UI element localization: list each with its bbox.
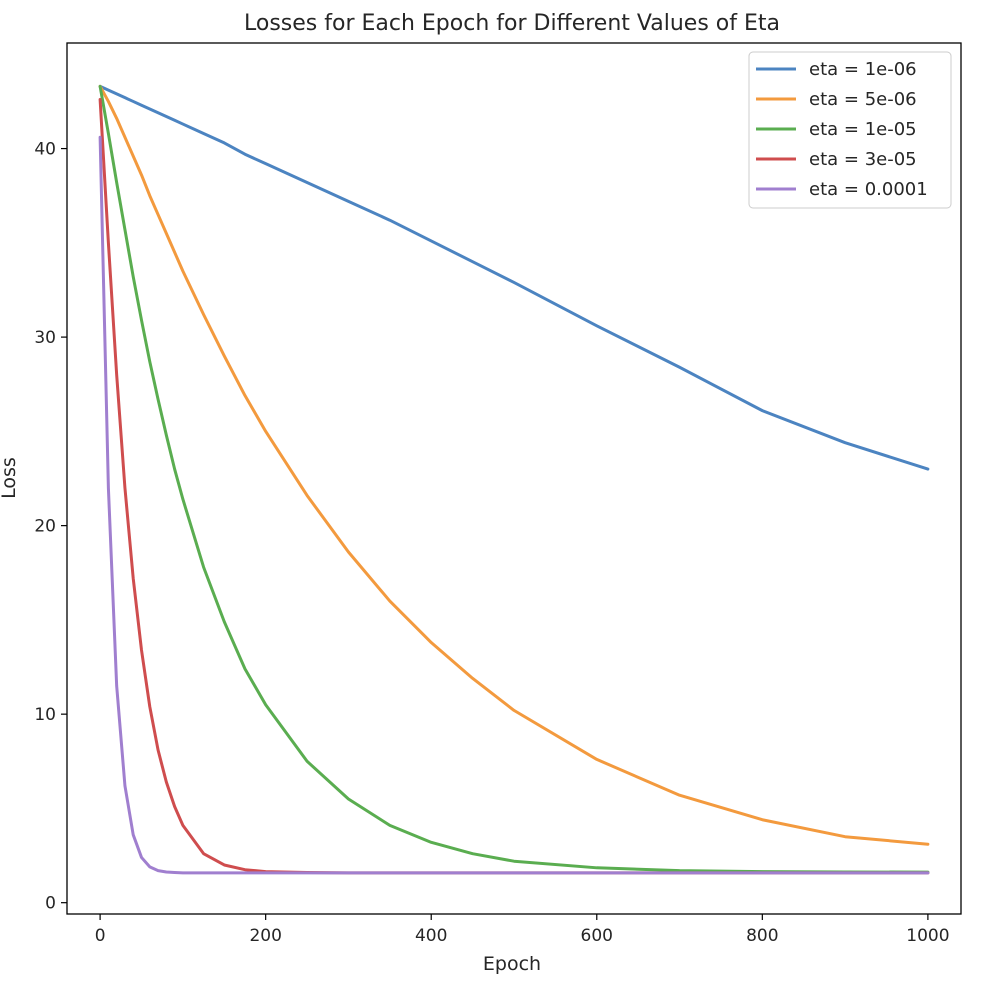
y-tick-label: 30 bbox=[34, 328, 56, 348]
legend-label: eta = 1e-06 bbox=[809, 59, 917, 80]
plot-frame bbox=[66, 42, 962, 915]
legend-label: eta = 3e-05 bbox=[809, 149, 917, 170]
y-tick-label: 0 bbox=[45, 894, 56, 914]
series-line-2 bbox=[98, 84, 930, 846]
legend: eta = 1e-06 eta = 5e-06 eta = 1e-05 eta = 3… bbox=[748, 51, 952, 209]
x-tick-label: 400 bbox=[415, 926, 447, 946]
series-line-5 bbox=[98, 135, 930, 875]
title-group: Losses for Each Epoch for Different Valu… bbox=[244, 11, 780, 36]
legend-label: eta = 1e-05 bbox=[809, 119, 917, 140]
axes: 0 200 400 600 800 1000 0 10 20 30 40 bbox=[34, 42, 962, 946]
legend-label: eta = 5e-06 bbox=[809, 89, 917, 110]
y-tick-label: 10 bbox=[34, 705, 56, 725]
x-axis-label: Epoch bbox=[483, 953, 541, 975]
series-line-1 bbox=[98, 84, 930, 471]
legend-label: eta = 0.0001 bbox=[809, 179, 928, 200]
x-tick-label: 800 bbox=[746, 926, 778, 946]
legend-box bbox=[748, 51, 952, 209]
axis-labels: Epoch Loss bbox=[0, 457, 541, 975]
x-tick-label: 1000 bbox=[906, 926, 949, 946]
series-lines bbox=[98, 84, 930, 875]
y-tick-label: 40 bbox=[34, 140, 56, 160]
x-tick-label: 0 bbox=[95, 926, 106, 946]
chart-title: Losses for Each Epoch for Different Valu… bbox=[244, 11, 780, 36]
x-tick-label: 600 bbox=[581, 926, 613, 946]
y-axis-label: Loss bbox=[0, 457, 20, 499]
y-tick-label: 20 bbox=[34, 517, 56, 537]
series-line-3 bbox=[98, 84, 930, 874]
x-tick-label: 200 bbox=[249, 926, 281, 946]
